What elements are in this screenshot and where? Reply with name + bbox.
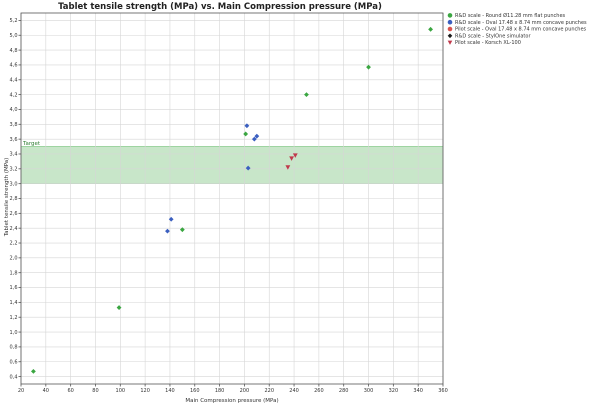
data-point xyxy=(428,26,433,32)
legend-marker xyxy=(447,13,453,18)
chart-title: Tablet tensile strength (MPa) vs. Main C… xyxy=(58,2,382,12)
y-tick-label: 2,4 xyxy=(10,226,18,232)
legend-marker xyxy=(447,26,453,32)
y-tick-label: 3,0 xyxy=(10,181,18,187)
x-tick-label: 220 xyxy=(264,388,274,394)
x-tick-label: 120 xyxy=(140,388,150,394)
legend-entry: Pilot scale - Oval 17.48 x 8.74 mm conca… xyxy=(455,27,587,33)
data-point xyxy=(304,92,309,98)
x-tick-label: 20 xyxy=(18,388,24,394)
data-point xyxy=(168,216,174,222)
y-tick-label: 4,2 xyxy=(10,92,18,98)
y-tick-label: 2,8 xyxy=(10,196,18,202)
data-point xyxy=(243,131,249,137)
target-band xyxy=(21,146,443,184)
legend-marker xyxy=(447,33,453,39)
data-point xyxy=(31,368,36,374)
x-tick-label: 180 xyxy=(215,388,225,394)
x-tick-label: 200 xyxy=(240,388,250,394)
x-tick-label: 280 xyxy=(339,388,349,394)
y-tick-label: 0,6 xyxy=(10,359,18,365)
data-point xyxy=(292,153,298,158)
x-tick-label: 360 xyxy=(438,388,448,394)
target-band-label: Target xyxy=(22,141,41,147)
x-tick-label: 40 xyxy=(43,388,49,394)
y-tick-label: 3,8 xyxy=(10,122,18,128)
x-tick-label: 240 xyxy=(289,388,299,394)
data-point xyxy=(251,136,257,142)
y-tick-label: 2,0 xyxy=(10,256,18,262)
data-point xyxy=(244,123,250,129)
y-tick-label: 0,8 xyxy=(10,345,18,351)
y-tick-label: 5,2 xyxy=(10,18,18,24)
y-tick-label: 3,6 xyxy=(10,137,18,143)
y-tick-label: 1,6 xyxy=(10,285,18,291)
legend-marker xyxy=(447,19,453,25)
y-tick-label: 3,2 xyxy=(10,167,18,173)
legend: R&D scale - Round Ø11.28 mm flat punches… xyxy=(447,12,587,46)
y-tick-label: 4,4 xyxy=(10,77,18,83)
data-point xyxy=(179,227,185,233)
data-point xyxy=(245,165,251,171)
legend-marker xyxy=(447,40,453,45)
x-axis-label: Main Compression pressure (MPa) xyxy=(185,398,278,404)
x-tick-label: 300 xyxy=(364,388,374,394)
y-tick-label: 1,8 xyxy=(10,270,18,276)
x-tick-label: 80 xyxy=(92,388,98,394)
data-point xyxy=(165,228,170,234)
x-tick-label: 100 xyxy=(116,388,126,394)
y-tick-label: 4,0 xyxy=(10,107,18,113)
y-tick-label: 2,2 xyxy=(10,241,18,247)
data-point xyxy=(366,64,371,70)
y-tick-label: 1,0 xyxy=(10,330,18,336)
legend-entry: R&D scale - StylOne simulator xyxy=(455,33,531,39)
x-tick-label: 140 xyxy=(165,388,175,394)
x-tick-label: 320 xyxy=(389,388,399,394)
data-point xyxy=(116,305,122,310)
x-tick-label: 260 xyxy=(314,388,324,394)
y-tick-label: 1,4 xyxy=(10,300,18,306)
y-tick-label: 0,4 xyxy=(10,374,18,380)
y-tick-label: 3,4 xyxy=(10,152,18,158)
x-tick-label: 160 xyxy=(190,388,200,394)
legend-entry: R&D scale - Oval 17.48 x 8.74 mm concave… xyxy=(455,20,587,26)
y-tick-label: 4,6 xyxy=(10,63,18,69)
y-axis-label: Tablet tensile strength (MPa) xyxy=(4,158,10,238)
x-tick-label: 340 xyxy=(413,388,423,394)
plot-area: Target 20 40 60 80 100 120 140 160 180 200 220 240 26… xyxy=(10,12,448,394)
plot-frame xyxy=(20,12,444,385)
legend-entry: R&D scale - Round Ø11.28 mm flat punches xyxy=(455,12,566,19)
y-tick-label: 5,0 xyxy=(10,33,18,39)
y-tick-label: 1,2 xyxy=(10,315,18,321)
data-point xyxy=(285,165,291,170)
data-point xyxy=(254,133,260,139)
x-tick-label: 60 xyxy=(67,388,73,394)
y-tick-label: 2,6 xyxy=(10,211,18,217)
y-tick-label: 4,8 xyxy=(10,48,18,54)
data-point xyxy=(289,156,294,161)
legend-entry: Pilot scale - Korsch XL-100 xyxy=(455,40,521,46)
